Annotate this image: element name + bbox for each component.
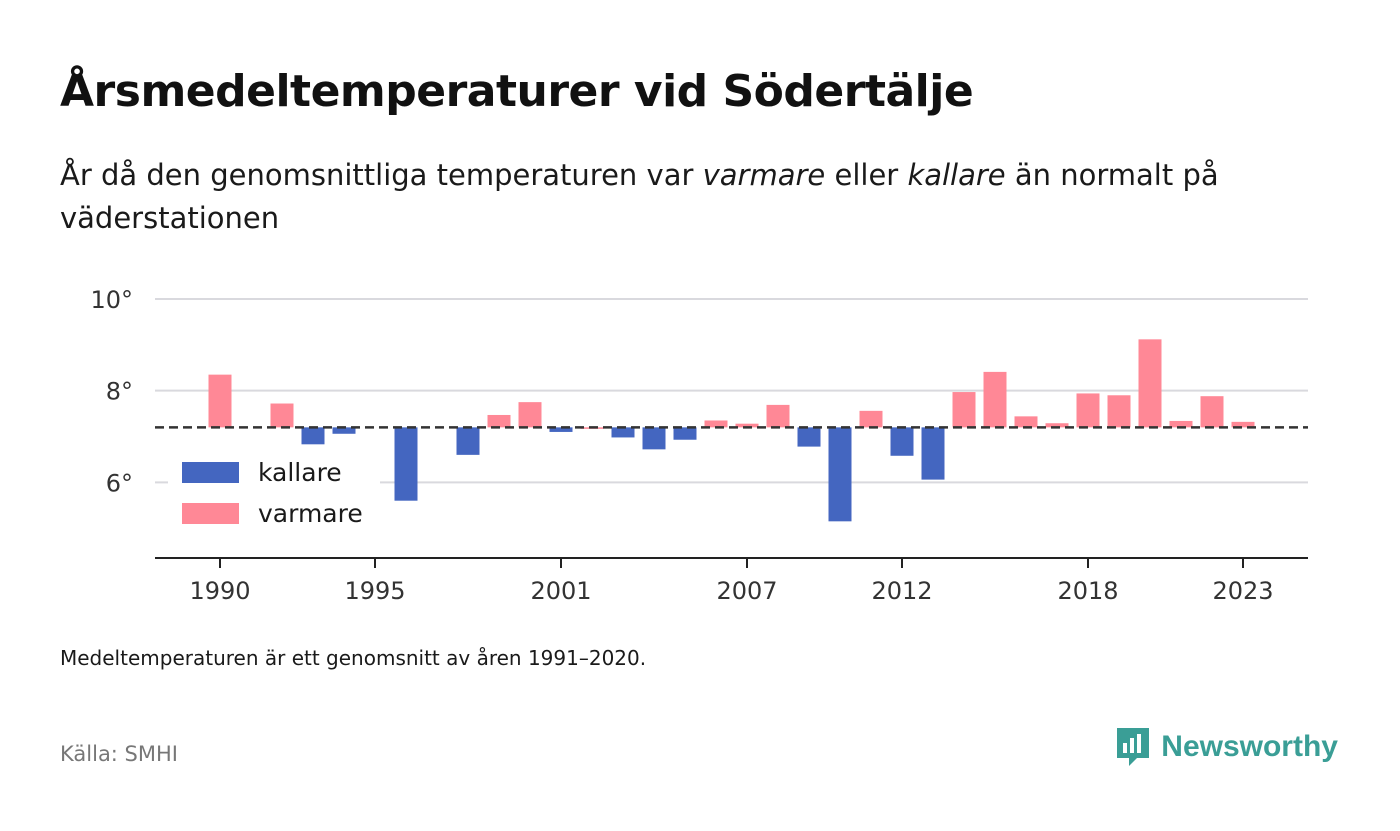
y-tick-label: 8° bbox=[106, 378, 133, 406]
bar-2012 bbox=[890, 427, 914, 456]
x-tick-label: 2018 bbox=[1057, 577, 1118, 605]
bar-2008 bbox=[766, 404, 790, 428]
bar-2016 bbox=[1014, 416, 1038, 428]
newsworthy-logo-text: Newsworthy bbox=[1161, 730, 1338, 763]
bar-2021 bbox=[1169, 420, 1193, 428]
temperature-bar-chart: 6° 8° 10° 1990 1995 2001 2007 2012 2018 2023 kal… bbox=[90, 286, 1308, 605]
bar-1994 bbox=[332, 427, 356, 434]
y-axis-tick-labels: 6° 8° 10° bbox=[90, 286, 133, 497]
subtitle-cold-word: kallare bbox=[907, 158, 1006, 192]
legend-label-cold: kallare bbox=[258, 458, 342, 487]
subtitle-part3: än normalt på väderstationen bbox=[60, 158, 1219, 235]
bar-2006 bbox=[704, 420, 728, 428]
x-tick-label: 1990 bbox=[189, 577, 250, 605]
y-tick-label: 10° bbox=[90, 286, 133, 314]
subtitle-part2: eller bbox=[825, 158, 908, 192]
bar-2003 bbox=[611, 427, 635, 438]
bar-1993 bbox=[301, 427, 325, 445]
legend: kallare varmare bbox=[168, 448, 380, 544]
x-tick-label: 2007 bbox=[716, 577, 777, 605]
bar-2022 bbox=[1200, 396, 1224, 428]
bar-2011 bbox=[859, 410, 883, 428]
chart-title: Årsmedeltemperaturer vid Södertälje bbox=[60, 66, 974, 117]
bar-1990 bbox=[208, 374, 232, 428]
bar-2014 bbox=[952, 392, 976, 428]
bar-2015 bbox=[983, 371, 1007, 428]
bar-2009 bbox=[797, 427, 821, 447]
bar-1999 bbox=[487, 414, 511, 428]
legend-swatch-cold bbox=[182, 462, 239, 483]
subtitle-part1: År då den genomsnittliga temperaturen va… bbox=[60, 158, 703, 192]
legend-swatch-warm bbox=[182, 503, 239, 524]
subtitle-warm-word: varmare bbox=[702, 158, 826, 192]
newsworthy-logo-icon bbox=[1117, 728, 1150, 766]
footnote: Medeltemperaturen är ett genomsnitt av å… bbox=[60, 646, 647, 670]
x-tick-label: 2001 bbox=[530, 577, 591, 605]
bar-2013 bbox=[921, 427, 945, 480]
newsworthy-logo[interactable]: Newsworthy bbox=[1115, 726, 1338, 768]
chart-subtitle: År då den genomsnittliga temperaturen va… bbox=[60, 154, 1350, 240]
y-tick-label: 6° bbox=[106, 469, 133, 497]
bar-1996 bbox=[394, 427, 418, 501]
bar-2017 bbox=[1045, 423, 1069, 428]
bar-2004 bbox=[642, 427, 666, 450]
legend-label-warm: varmare bbox=[258, 499, 363, 528]
bar-2000 bbox=[518, 402, 542, 428]
bar-2020 bbox=[1138, 339, 1162, 428]
x-tick-label: 2012 bbox=[871, 577, 932, 605]
x-axis-ticks: 1990 1995 2001 2007 2012 2018 2023 bbox=[189, 558, 1274, 605]
bar-2018 bbox=[1076, 393, 1100, 428]
bar-2005 bbox=[673, 427, 697, 440]
source-label: Källa: SMHI bbox=[60, 742, 178, 766]
bar-2019 bbox=[1107, 395, 1131, 428]
x-tick-label: 2023 bbox=[1212, 577, 1273, 605]
bar-2023 bbox=[1231, 421, 1255, 428]
bar-1998 bbox=[456, 427, 480, 455]
x-tick-label: 1995 bbox=[344, 577, 405, 605]
bar-2010 bbox=[828, 427, 852, 522]
bar-2007 bbox=[735, 423, 759, 428]
bar-1992 bbox=[270, 403, 294, 428]
bar-2001 bbox=[549, 427, 573, 432]
bars bbox=[208, 339, 1255, 522]
